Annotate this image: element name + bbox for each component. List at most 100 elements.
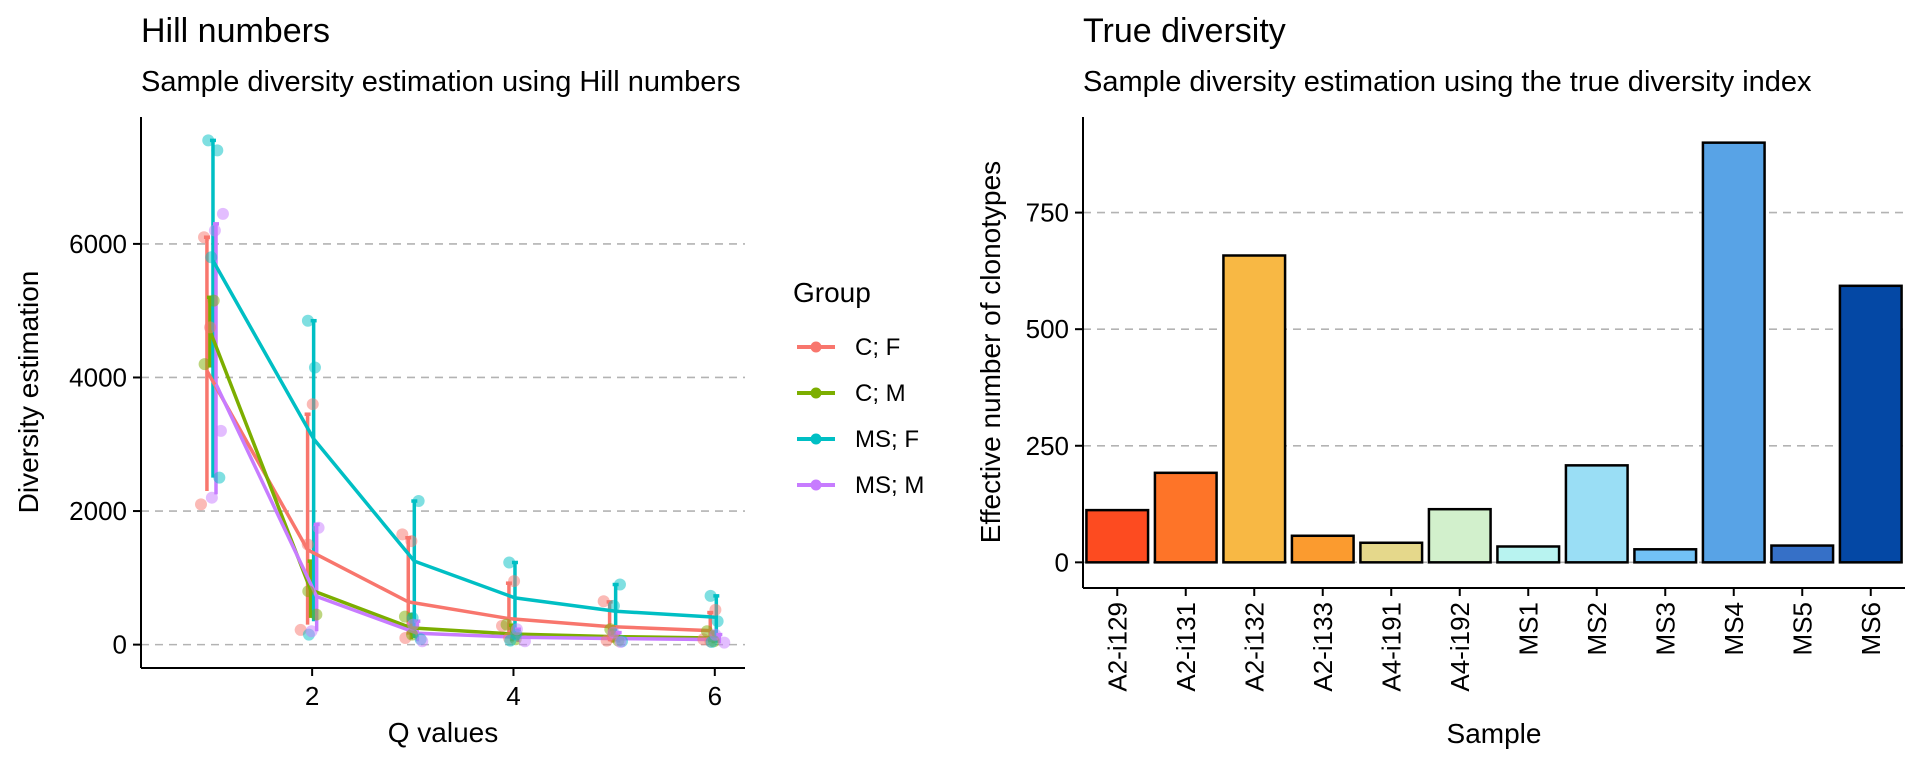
bar-ms1 <box>1496 545 1561 564</box>
hill-point-ms-f <box>607 599 620 612</box>
hill-point-ms-m <box>614 635 627 648</box>
legend-key-point <box>810 433 822 445</box>
hill-point-ms-m <box>709 628 722 641</box>
hill-point-ms-m <box>305 625 318 638</box>
bar-y-tick-label: 0 <box>1055 547 1069 577</box>
hill-point-ms-m <box>214 424 227 437</box>
hill-point-ms-f <box>308 361 321 374</box>
bar-x-tick-label: MS4 <box>1719 602 1749 655</box>
hill-point-ms-m <box>718 636 731 649</box>
legend-key-point <box>810 387 822 399</box>
legend-label: MS; M <box>855 472 924 499</box>
hill-y-tick-label: 4000 <box>69 362 127 392</box>
bar-y-tick-label: 500 <box>1026 314 1069 344</box>
bar-x-ticks: A2-i129 A2-i131 A2-i132 A2-i133 A4-i191 A4-i1… <box>1102 588 1886 692</box>
hill-point-ms-m <box>407 618 420 631</box>
legend-entries: C; F C; M MS; F MS; M <box>797 334 924 499</box>
hill-point-ms-f <box>613 578 626 591</box>
bar-ms6 <box>1838 284 1903 564</box>
legend-label: C; F <box>855 334 900 361</box>
bar-x-tick-label: A2-i131 <box>1171 602 1201 692</box>
bar-a2-i133 <box>1290 534 1355 564</box>
bar-ms4 <box>1701 141 1766 564</box>
legend-entry-ms-m: MS; M <box>797 472 924 499</box>
bar-x-tick-label: A4-i192 <box>1445 602 1475 692</box>
legend-title: Group <box>793 277 871 308</box>
hill-point-ms-m <box>607 626 620 639</box>
hill-error-bars <box>203 138 723 644</box>
bar-x-tick-label: A2-i132 <box>1239 602 1269 692</box>
hill-title: Hill numbers <box>141 12 330 50</box>
legend-key-point <box>810 341 822 353</box>
hill-series-lines <box>205 259 720 642</box>
hill-point-ms-f <box>202 134 215 147</box>
hill-chart: Hill numbers Sample diversity estimation… <box>13 12 924 748</box>
hill-point-ms-m <box>208 224 221 237</box>
hill-point-c-f <box>709 603 722 616</box>
legend-label: MS; F <box>855 426 919 453</box>
hill-y-ticks: 0 2000 4000 6000 <box>69 229 141 660</box>
bar-ms3 <box>1633 548 1698 564</box>
legend-key-point <box>810 479 822 491</box>
hill-point-c-f <box>508 575 521 588</box>
bar-a2-i129 <box>1085 508 1150 564</box>
bar-a2-i132 <box>1222 254 1287 564</box>
legend-entry-ms-f: MS; F <box>797 426 919 453</box>
hill-y-tick-label: 0 <box>113 630 127 660</box>
bar-x-tick-label: MS2 <box>1582 602 1612 655</box>
legend-entry-c-f: C; F <box>797 334 900 361</box>
bar-y-tick-label: 250 <box>1026 431 1069 461</box>
true-diversity-title: True diversity <box>1083 12 1286 50</box>
legend-label: C; M <box>855 380 906 407</box>
hill-y-axis-label: Diversity estimation <box>13 271 44 514</box>
bar-x-tick-label: A2-i129 <box>1102 602 1132 692</box>
hill-point-c-m <box>500 618 513 631</box>
bar-x-tick-label: MS3 <box>1650 602 1680 655</box>
bar-x-tick-label: A2-i133 <box>1308 602 1338 692</box>
hill-point-c-f <box>198 231 211 244</box>
bar-x-tick-label: A4-i191 <box>1376 602 1406 692</box>
bar-x-tick-label: MS6 <box>1856 602 1886 655</box>
hill-x-tick-label: 2 <box>305 681 319 711</box>
hill-point-c-f <box>306 398 319 411</box>
hill-x-ticks: 2 4 6 <box>305 668 722 711</box>
hill-point-c-m <box>207 294 220 307</box>
hill-point-c-m <box>310 608 323 621</box>
bar-ms5 <box>1770 544 1835 564</box>
hill-point-ms-f <box>205 251 218 264</box>
hill-grid <box>141 243 745 646</box>
bar-ms2 <box>1564 464 1629 564</box>
hill-point-c-f <box>204 321 217 334</box>
hill-point-ms-m <box>312 521 325 534</box>
hill-point-c-m <box>198 358 211 371</box>
hill-line-c-f <box>205 369 711 633</box>
bar-x-tick-label: MS1 <box>1513 602 1543 655</box>
hill-x-axis-label: Q values <box>388 717 499 748</box>
hill-x-tick-label: 4 <box>506 681 520 711</box>
hill-subtitle: Sample diversity estimation using Hill n… <box>141 66 741 98</box>
hill-point-c-f <box>301 538 314 551</box>
hill-point-ms-m <box>510 623 523 636</box>
hill-point-c-f <box>194 498 207 511</box>
bar-a4-i191 <box>1359 541 1424 564</box>
hill-point-c-m <box>302 585 315 598</box>
bar-x-tick-label: MS5 <box>1787 602 1817 655</box>
hill-point-ms-m <box>216 207 229 220</box>
hill-point-ms-f <box>213 471 226 484</box>
bar-y-axis-label: Effective number of clonotypes <box>975 161 1006 543</box>
hill-point-ms-m <box>518 635 531 648</box>
hill-point-ms-f <box>301 314 314 327</box>
bar-a2-i131 <box>1153 471 1218 564</box>
hill-point-ms-m <box>416 635 429 648</box>
bar-y-ticks: 0 250 500 750 <box>1026 198 1083 577</box>
hill-y-tick-label: 2000 <box>69 496 127 526</box>
hill-point-ms-f <box>211 144 224 157</box>
hill-point-c-f <box>597 595 610 608</box>
hill-line-ms-f <box>211 259 717 619</box>
hill-point-ms-f <box>412 495 425 508</box>
bar-marks <box>1085 141 1903 564</box>
hill-jitter-points <box>194 134 731 649</box>
bar-a4-i192 <box>1427 507 1492 564</box>
bar-x-axis-label: Sample <box>1447 718 1542 749</box>
